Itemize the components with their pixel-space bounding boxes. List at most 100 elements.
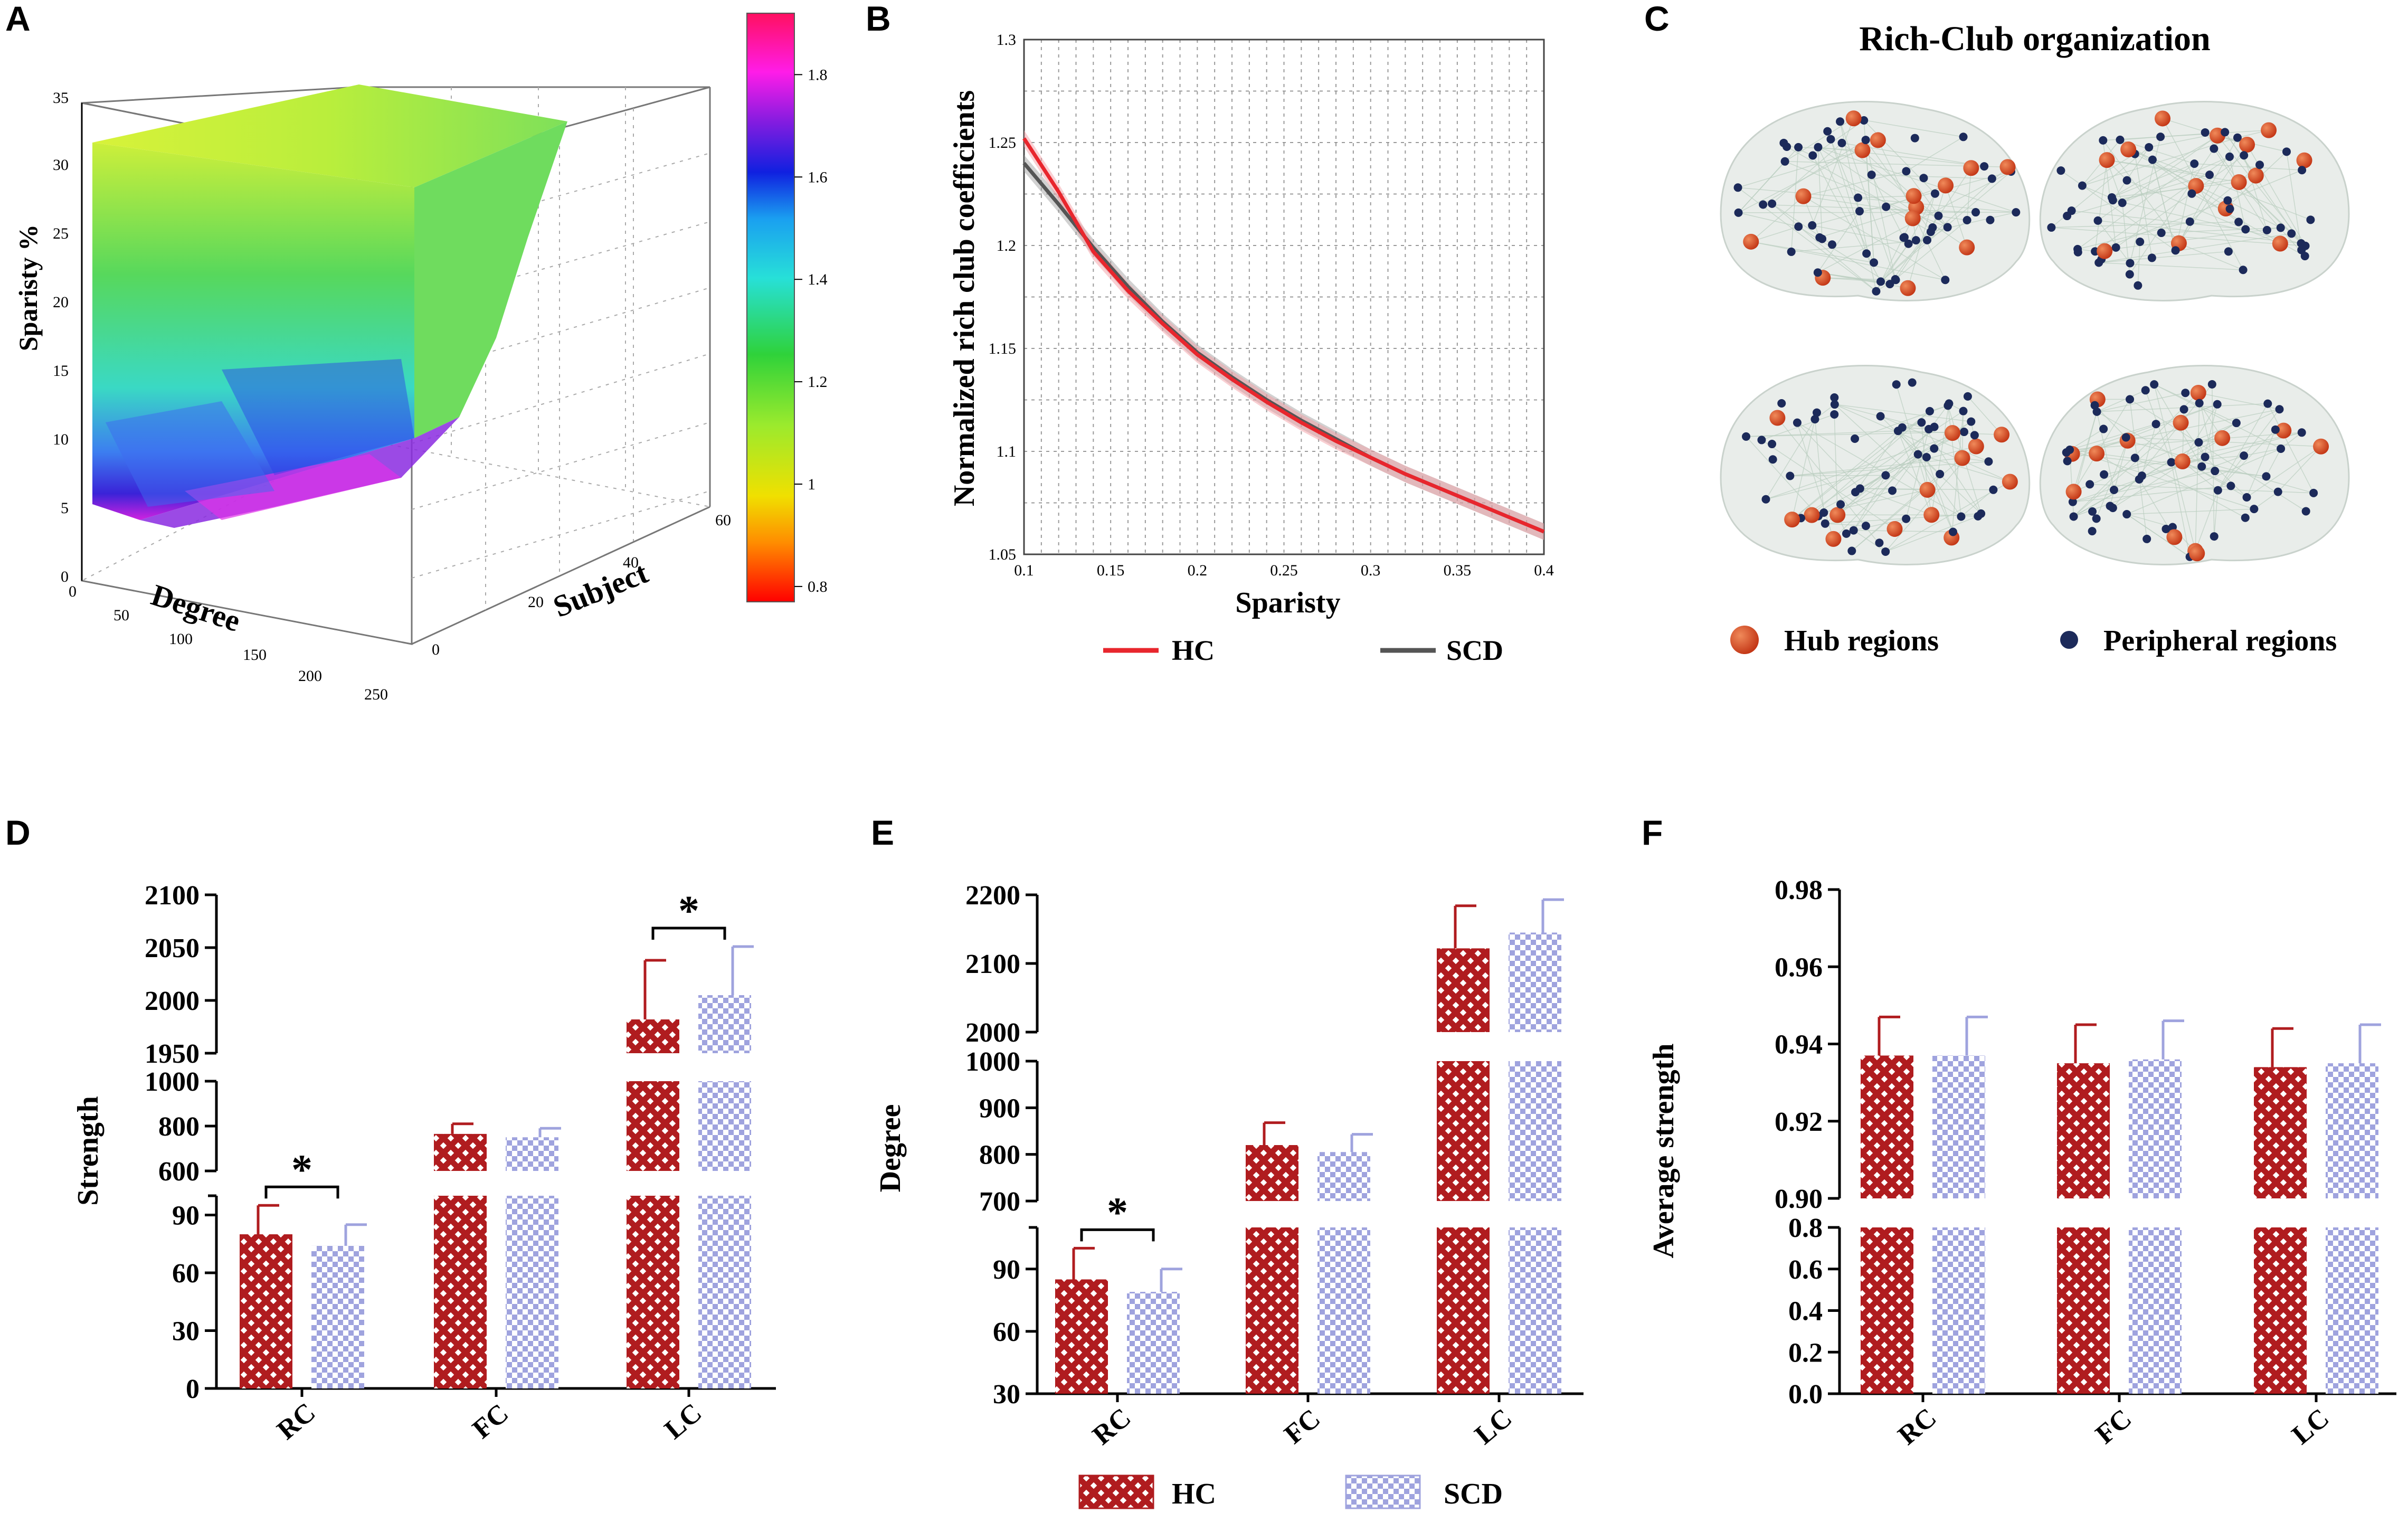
network-edge [2217,429,2276,491]
network-edge [2154,384,2281,449]
peripheral-node [2078,181,2087,190]
y-tick-label: 1000 [145,1067,200,1097]
network-edge [2073,479,2140,517]
network-edge [1885,516,1978,552]
y-tick-label: 60 [172,1259,200,1289]
peripheral-node [2213,400,2222,409]
hub-node [2002,474,2018,490]
peripheral-node [1810,415,1819,424]
peripheral-node [1892,380,1901,389]
network-edge [1945,185,1967,248]
hub-node [2089,446,2105,462]
network-edge [1834,404,2011,483]
peripheral-node [1876,412,1885,421]
network-edge [1811,411,1930,516]
network-edge [1785,161,1948,228]
peripheral-node [1861,136,1870,145]
peripheral-node [2240,151,2249,160]
peripheral-node [1808,151,1817,160]
peripheral-node [1959,133,1968,141]
hub-node [2097,243,2113,259]
network-edge [2243,155,2268,231]
peripheral-node [1836,117,1845,126]
bar-hc-rc [1861,1227,1913,1394]
hub-node [1854,142,1871,158]
bar-scd-rc [1932,1227,1985,1394]
network-edge [1851,446,1977,552]
network-edge [1797,422,1861,489]
peripheral-node [1786,471,1795,480]
legend-hc-label: HC [1172,635,1215,666]
diagram-title: Rich-Club organization [1859,20,2211,58]
y-tick-label: 2000 [145,986,200,1016]
peripheral-node [2136,237,2145,246]
network-edge [2051,221,2239,228]
hub-node [1905,188,1922,204]
x-tick: 0.3 [1361,562,1381,579]
bar-scd-lc [698,1196,751,1388]
peripheral-node [1794,143,1803,152]
hub-node [2248,167,2264,184]
brain-view-3 [1720,365,2031,566]
peripheral-node [2147,253,2156,262]
bar-scd-fc [2129,1227,2182,1394]
bar-scd-fc [506,1137,558,1171]
significance-label: * [291,1147,312,1193]
x-tick: 150 [243,646,267,664]
network-edge [2213,490,2219,537]
bar-scd-lc [1509,1227,1561,1394]
network-edge [2205,132,2240,183]
peripheral-node [2069,512,2078,521]
network-edge [1926,457,1954,532]
network-edge [2099,262,2243,270]
peripheral-node [1830,410,1839,419]
network-edge [1785,118,1854,162]
peripheral-node [1963,392,1972,401]
peripheral-node [1922,452,1931,461]
brain-outline [2039,365,2350,566]
peripheral-node [1960,428,1969,437]
network-edge [1905,429,1929,519]
network-edge [1786,146,1913,219]
y-tick-label: 0 [186,1374,200,1404]
panel-a: A [5,0,828,703]
peripheral-node [2134,281,2142,290]
network-edge [1738,212,1799,227]
peripheral-node [2297,428,2306,437]
network-edge [1892,454,1919,491]
peripheral-node [1813,268,1822,277]
hub-node [1870,132,1886,148]
significance-label: * [678,888,699,934]
peripheral-node [2309,488,2318,497]
peripheral-node [2056,166,2065,175]
bar-hc-fc [1246,1145,1298,1201]
x-tick-label: RC [271,1397,321,1445]
network-edge [1803,196,1946,280]
network-edge [1817,211,1860,273]
peripheral-node [2224,247,2233,256]
legend-peripheral-label: Peripheral regions [2103,625,2337,657]
peripheral-node [1919,174,1928,183]
surface [92,84,567,528]
peripheral-node [2298,166,2307,175]
y-tick-label: 0.94 [1775,1030,1823,1060]
bar-hc-lc [2254,1227,2307,1394]
peripheral-node [1837,138,1846,147]
y-tick-label: 0.0 [1788,1379,1823,1410]
peripheral-node [1881,471,1890,480]
peripheral-node [1980,162,1989,171]
peripheral-node [1830,400,1839,409]
peripheral-node [2145,143,2154,152]
legend-hc-label: HC [1172,1478,1216,1510]
network-edge [1791,411,1930,520]
x-axis-label: Degree [147,578,244,638]
x-tick-label: RC [1087,1402,1136,1451]
y-tick-label: 60 [993,1317,1020,1347]
network-edge [2229,156,2246,230]
peripheral-node [2100,470,2109,479]
z-tick: 0 [61,568,69,585]
network-edge [1791,419,1816,520]
bar-scd-lc [1509,932,1561,1032]
peripheral-node [2099,136,2108,145]
